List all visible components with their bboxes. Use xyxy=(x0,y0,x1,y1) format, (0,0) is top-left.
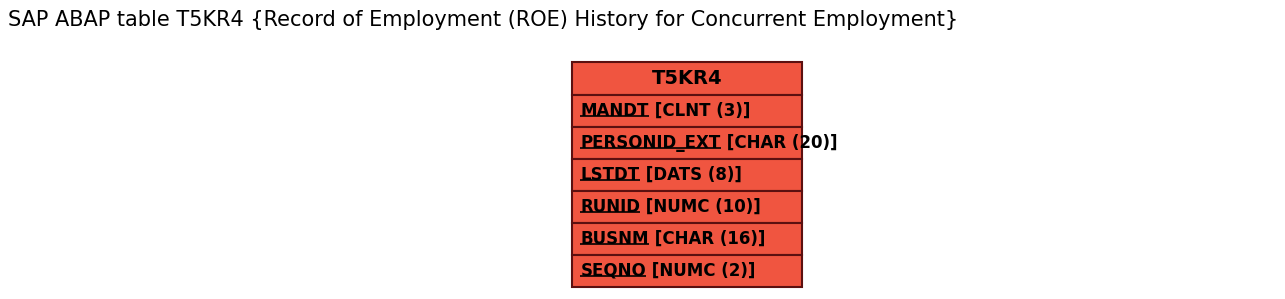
Text: T5KR4: T5KR4 xyxy=(653,69,722,88)
Text: [NUMC (10)]: [NUMC (10)] xyxy=(640,198,761,216)
Bar xyxy=(573,159,802,191)
Text: SAP ABAP table T5KR4 {Record of Employment (ROE) History for Concurrent Employme: SAP ABAP table T5KR4 {Record of Employme… xyxy=(8,10,959,30)
Text: RUNID: RUNID xyxy=(581,198,640,216)
Bar xyxy=(573,62,802,95)
Bar xyxy=(573,127,802,159)
Text: [DATS (8)]: [DATS (8)] xyxy=(640,166,741,184)
Text: SEQNO: SEQNO xyxy=(581,262,646,280)
Text: PERSONID_EXT: PERSONID_EXT xyxy=(581,134,721,152)
Bar xyxy=(573,223,802,255)
Text: MANDT: MANDT xyxy=(581,102,649,120)
Text: [CHAR (20)]: [CHAR (20)] xyxy=(721,134,838,152)
Bar xyxy=(573,191,802,223)
Bar xyxy=(573,95,802,127)
Text: [CHAR (16)]: [CHAR (16)] xyxy=(649,230,766,248)
Text: [NUMC (2)]: [NUMC (2)] xyxy=(646,262,756,280)
Bar xyxy=(573,255,802,287)
Text: LSTDT: LSTDT xyxy=(581,166,640,184)
Text: BUSNM: BUSNM xyxy=(581,230,649,248)
Text: [CLNT (3)]: [CLNT (3)] xyxy=(649,102,750,120)
